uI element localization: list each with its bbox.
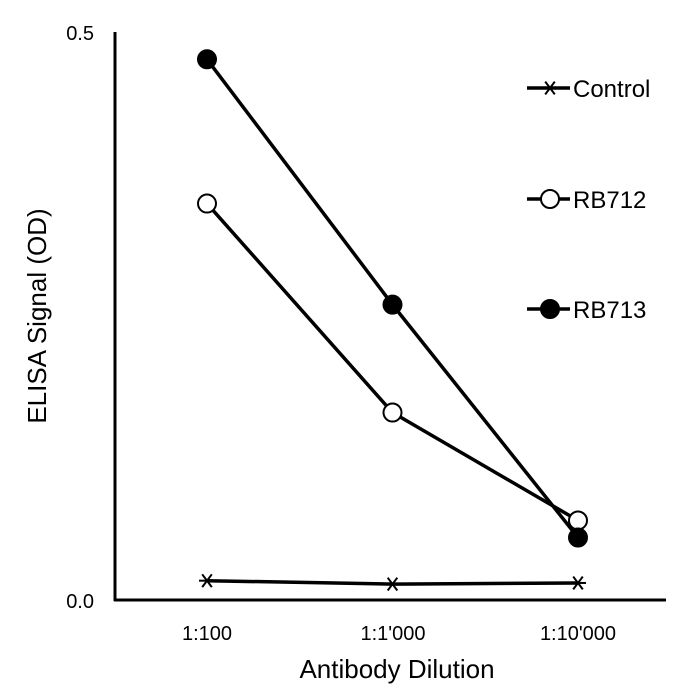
legend-marker-control — [542, 80, 558, 96]
x-axis-label: Antibody Dilution — [299, 654, 494, 684]
data-point-rb713 — [197, 49, 217, 70]
data-point-rb713 — [382, 294, 403, 315]
series-line-rb712 — [205, 202, 579, 522]
y-tick-label: 0.5 — [66, 23, 94, 45]
legend-marker-rb713 — [540, 299, 560, 319]
legend-marker-rb712 — [540, 189, 560, 209]
data-point-control — [384, 577, 401, 592]
data-point-rb712 — [197, 193, 217, 214]
x-tick-label: 1:100 — [182, 623, 232, 645]
data-point-rb712 — [568, 510, 588, 531]
data-point-rb713 — [568, 527, 588, 548]
data-point-rb712 — [382, 402, 403, 423]
x-tick-label: 1:1'000 — [361, 623, 426, 645]
data-point-control — [570, 575, 586, 590]
x-tick-label: 1:10'000 — [540, 623, 616, 645]
legend-label: RB713 — [573, 297, 646, 324]
legend-label: Control — [573, 76, 650, 103]
data-point-control — [199, 573, 215, 588]
y-axis-label: ELISA Signal (OD) — [22, 208, 52, 423]
y-tick-label: 0.0 — [66, 591, 94, 613]
legend-label: RB712 — [573, 187, 646, 214]
